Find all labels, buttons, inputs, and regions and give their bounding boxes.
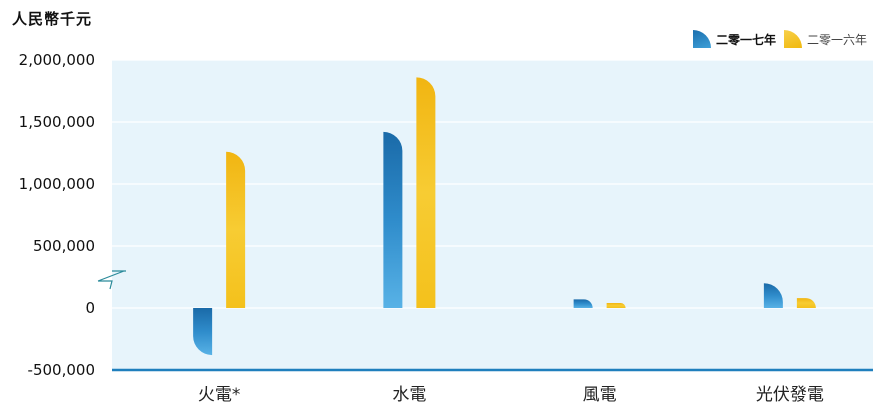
bar-2016-3 — [796, 298, 816, 308]
y-tick-label: 0 — [85, 299, 95, 317]
legend-label-2016: 二零一六年 — [806, 32, 867, 47]
bar-2016-0 — [226, 151, 246, 308]
x-tick-label: 光伏發電 — [756, 385, 824, 405]
legend-label-2017: 二零一七年 — [715, 32, 776, 47]
bar-2017-2 — [573, 299, 593, 308]
x-tick-label: 風電 — [583, 385, 617, 405]
bar-2016-1 — [416, 77, 436, 308]
y-tick-label: 1,000,000 — [19, 175, 95, 193]
y-tick-label: 2,000,000 — [19, 51, 95, 69]
y-tick-label: 500,000 — [33, 237, 95, 255]
legend: 二零一七年 二零一六年 — [685, 30, 867, 48]
legend-item-2017: 二零一七年 — [692, 30, 776, 48]
axis-break-mark — [97, 270, 126, 290]
x-tick-label: 火電* — [198, 385, 241, 405]
legend-item-2016: 二零一六年 — [783, 30, 867, 48]
bar-2016-2 — [606, 303, 626, 308]
unit-label: 人民幣千元 — [12, 10, 93, 28]
x-tick-label: 水電 — [392, 385, 426, 405]
y-tick-label: -500,000 — [28, 361, 95, 379]
bar-2017-1 — [383, 131, 403, 308]
bar-2017-0 — [193, 308, 213, 356]
y-tick-label: 1,500,000 — [19, 113, 95, 131]
bar-2017-3 — [763, 283, 783, 308]
